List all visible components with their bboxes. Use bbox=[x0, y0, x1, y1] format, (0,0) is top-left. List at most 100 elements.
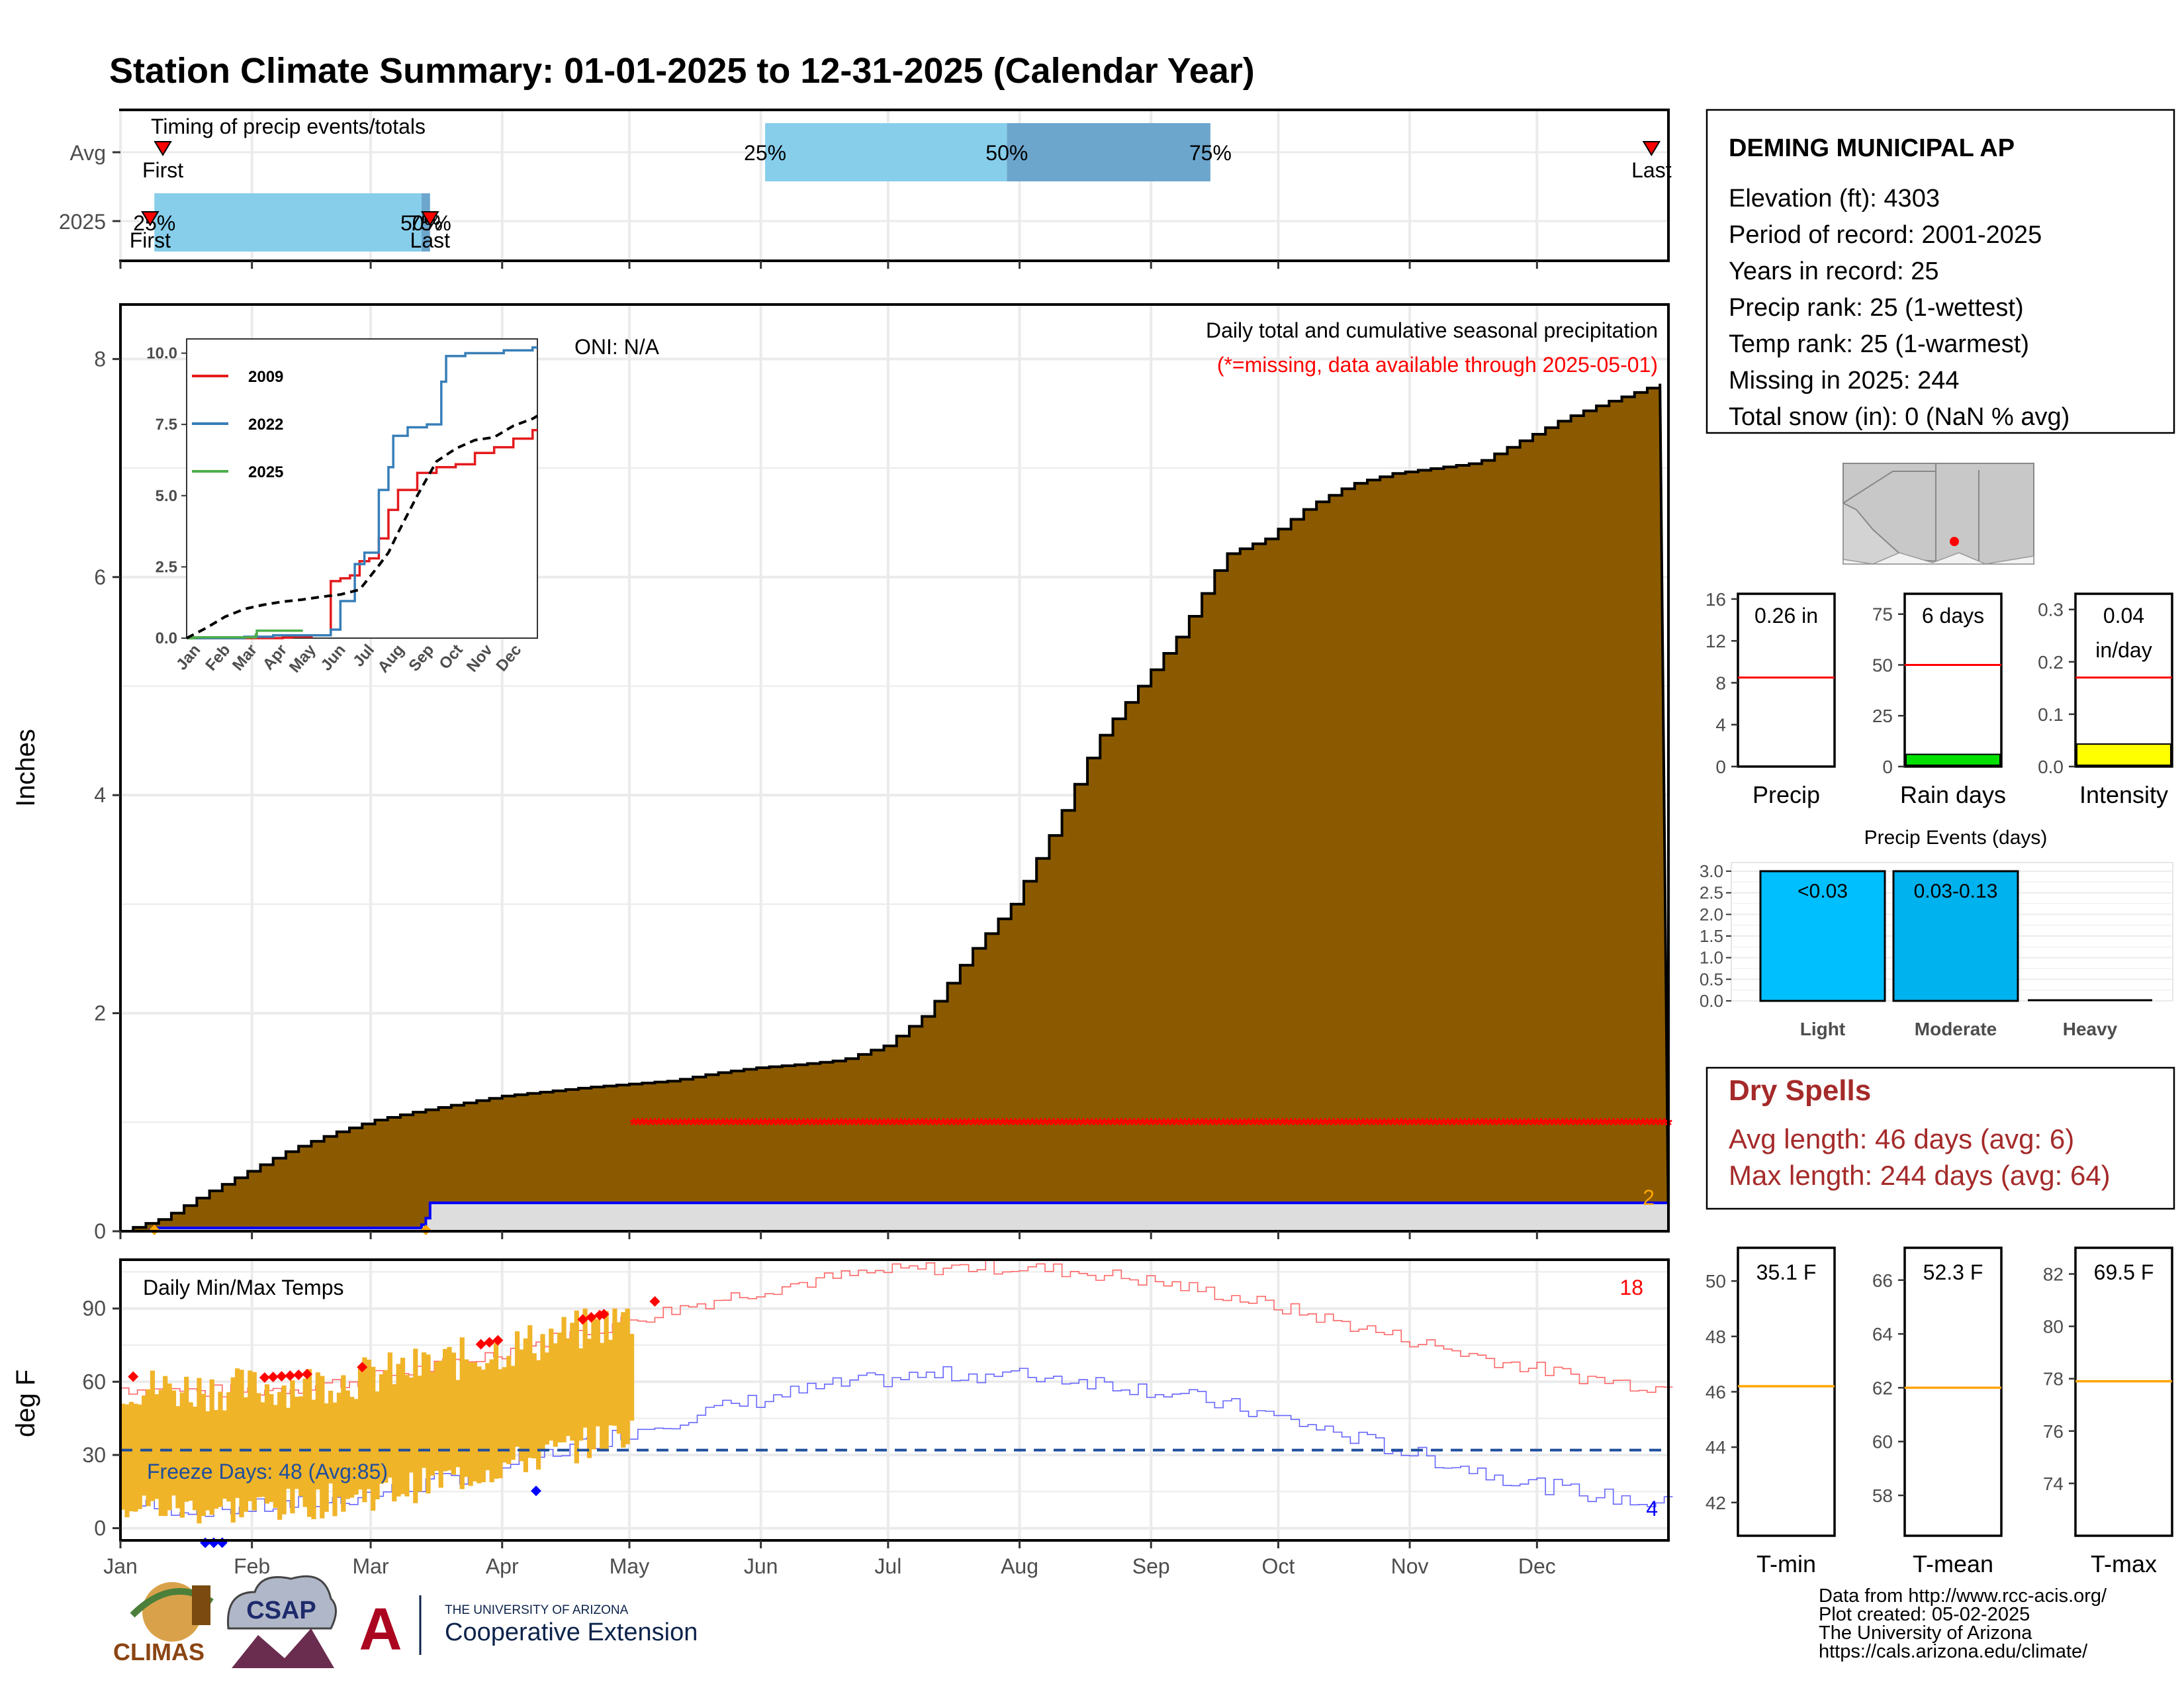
tmax-average-line bbox=[120, 1260, 1673, 1398]
daily-temp-bar bbox=[413, 1348, 418, 1503]
daily-temp-bar bbox=[256, 1393, 261, 1497]
daily-temp-bar bbox=[536, 1360, 541, 1470]
climas-logo: CLIMAS bbox=[113, 1582, 214, 1665]
missing-marker: * bbox=[1257, 1114, 1265, 1136]
daily-temp-bar bbox=[366, 1359, 371, 1489]
missing-marker: * bbox=[1529, 1114, 1537, 1136]
missing-marker: * bbox=[1134, 1114, 1142, 1136]
timing-row-2025: 2025 bbox=[59, 210, 106, 234]
missing-marker: * bbox=[1512, 1114, 1520, 1136]
footer-line: https://cals.arizona.edu/climate/ bbox=[1819, 1641, 2088, 1662]
temp-gauge-tick-label: 64 bbox=[1872, 1324, 1893, 1344]
missing-marker: * bbox=[1469, 1114, 1477, 1136]
missing-marker: * bbox=[702, 1114, 709, 1136]
gauge-value-label: 6 days bbox=[1922, 604, 1984, 628]
missing-marker: * bbox=[1342, 1114, 1350, 1136]
events-title: Precip Events (days) bbox=[1864, 827, 2048, 849]
cumulative-2025-area bbox=[120, 1203, 1668, 1231]
missing-marker: * bbox=[1024, 1114, 1032, 1136]
gauge-value-unit: in/day bbox=[2095, 638, 2152, 662]
daily-temp-bar bbox=[353, 1399, 359, 1495]
missing-marker: * bbox=[931, 1114, 939, 1136]
missing-marker: * bbox=[1088, 1114, 1096, 1136]
daily-temp-bar bbox=[586, 1338, 592, 1458]
missing-marker: * bbox=[1300, 1114, 1308, 1136]
daily-temp-bar bbox=[544, 1352, 550, 1445]
record-high-marker bbox=[128, 1371, 139, 1382]
daily-temp-bar bbox=[519, 1349, 524, 1462]
missing-marker: * bbox=[727, 1114, 735, 1136]
missing-marker: * bbox=[1054, 1114, 1062, 1136]
missing-marker: * bbox=[1618, 1114, 1626, 1136]
missing-marker: * bbox=[1079, 1114, 1087, 1136]
daily-temp-bar bbox=[493, 1342, 499, 1479]
missing-marker: * bbox=[1147, 1114, 1155, 1136]
missing-marker: * bbox=[838, 1114, 846, 1136]
daily-temp-bar bbox=[209, 1379, 214, 1515]
first-event-label: First bbox=[142, 158, 183, 182]
missing-marker: * bbox=[706, 1114, 714, 1136]
month-label: Jan bbox=[103, 1554, 138, 1578]
temp-gauge-tick-label: 42 bbox=[1706, 1493, 1726, 1513]
missing-marker: * bbox=[655, 1114, 663, 1136]
missing-marker: * bbox=[1397, 1114, 1405, 1136]
missing-marker: * bbox=[846, 1114, 854, 1136]
missing-marker: * bbox=[952, 1114, 960, 1136]
missing-marker: * bbox=[901, 1114, 909, 1136]
missing-marker: * bbox=[1376, 1114, 1384, 1136]
missing-marker: * bbox=[1571, 1114, 1579, 1136]
missing-marker: * bbox=[1109, 1114, 1117, 1136]
gauge-tick-label: 25 bbox=[1872, 706, 1893, 726]
gauge-frame bbox=[1903, 592, 2003, 768]
missing-marker: * bbox=[1537, 1114, 1545, 1136]
missing-marker: * bbox=[1648, 1114, 1656, 1136]
missing-marker: * bbox=[1261, 1114, 1269, 1136]
missing-marker: * bbox=[1122, 1114, 1130, 1136]
missing-marker: * bbox=[1482, 1114, 1490, 1136]
missing-marker: * bbox=[1050, 1114, 1058, 1136]
temp-frame bbox=[119, 1258, 1670, 1542]
month-label: Jun bbox=[744, 1554, 778, 1578]
missing-marker: * bbox=[1381, 1114, 1388, 1136]
record-low-marker bbox=[531, 1485, 542, 1497]
locator-map bbox=[1843, 463, 2034, 565]
missing-marker: * bbox=[1414, 1114, 1422, 1136]
missing-marker: * bbox=[774, 1114, 782, 1136]
station-line: Years in record: 25 bbox=[1729, 258, 1939, 285]
missing-marker: * bbox=[1440, 1114, 1448, 1136]
daily-temp-bar bbox=[235, 1368, 240, 1498]
daily-temp-bar bbox=[612, 1308, 617, 1426]
gauge-tick-label: 50 bbox=[1872, 655, 1893, 675]
temp-panel-label: Daily Min/Max Temps bbox=[143, 1276, 343, 1299]
daily-temp-bar bbox=[315, 1372, 320, 1490]
gauge-label: Intensity bbox=[2079, 781, 2168, 808]
missing-marker: * bbox=[1198, 1114, 1206, 1136]
daily-temp-bar bbox=[248, 1370, 253, 1501]
precip-y-tick-label: 6 bbox=[94, 565, 106, 589]
temp-gauge-value-label: 69.5 F bbox=[2094, 1260, 2154, 1284]
gauge-value-label: 0.04 bbox=[2103, 604, 2144, 628]
gauge-value-bar bbox=[1905, 753, 2001, 766]
record-high-marker bbox=[267, 1372, 279, 1383]
cumulative-average-area bbox=[120, 383, 1670, 1233]
record-high-marker bbox=[649, 1296, 660, 1307]
missing-marker: * bbox=[630, 1114, 638, 1136]
daily-temp-bar bbox=[502, 1367, 507, 1463]
daily-temp-bar bbox=[192, 1406, 198, 1511]
missing-marker: * bbox=[1067, 1114, 1075, 1136]
missing-marker: * bbox=[1486, 1114, 1494, 1136]
daily-temp-bar bbox=[332, 1402, 338, 1517]
missing-marker: * bbox=[1240, 1114, 1248, 1136]
missing-marker: * bbox=[1287, 1114, 1295, 1136]
map-mexico bbox=[1843, 552, 2034, 565]
temp-gauge-label: T-mean bbox=[1913, 1550, 1993, 1577]
events-y-tick-label: 0.0 bbox=[1700, 991, 1723, 1011]
gauge-tick-label: 0.3 bbox=[2038, 600, 2064, 620]
month-label: Nov bbox=[1391, 1554, 1429, 1578]
daily-temp-bar bbox=[604, 1311, 609, 1451]
missing-marker: * bbox=[1283, 1114, 1291, 1136]
missing-marker: * bbox=[1062, 1114, 1070, 1136]
missing-marker: * bbox=[638, 1114, 646, 1136]
gauge-tick-label: 0.0 bbox=[2038, 757, 2064, 777]
